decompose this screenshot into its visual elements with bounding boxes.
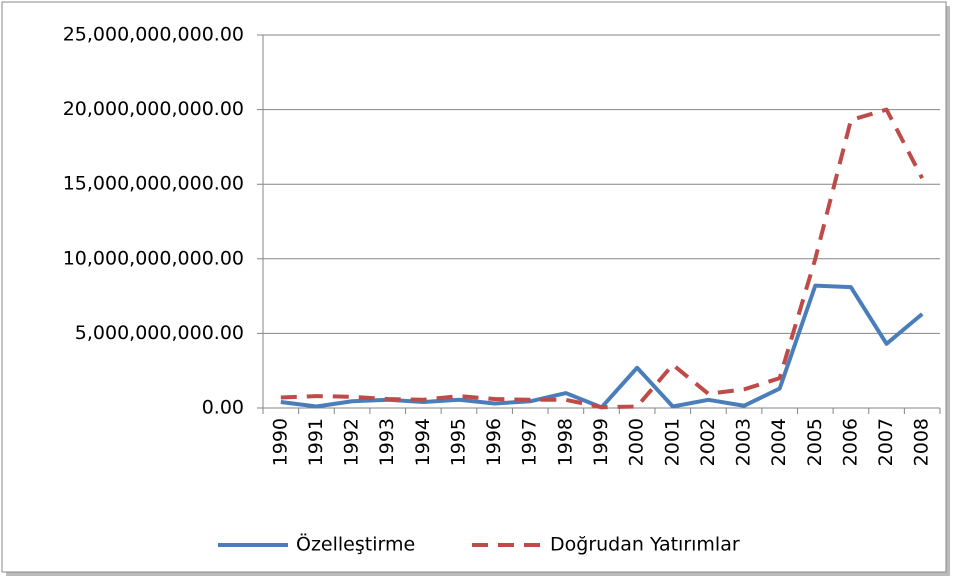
x-tick-label: 2008 <box>911 418 933 466</box>
x-tick-label: 1990 <box>269 418 291 466</box>
chart-frame <box>1 1 947 573</box>
x-tick-label: 2007 <box>875 418 897 466</box>
x-tick-label: 2003 <box>733 418 755 466</box>
x-tick-label: 2002 <box>697 418 719 466</box>
y-tick-label: 15,000,000,000.00 <box>63 173 244 195</box>
x-tick-label: 2000 <box>626 418 648 466</box>
x-tick-label: 1999 <box>590 418 612 466</box>
x-tick-label: 1995 <box>447 418 469 466</box>
x-tick-label: 2004 <box>768 418 790 466</box>
x-tick-label: 1993 <box>376 418 398 466</box>
y-tick-label: 10,000,000,000.00 <box>63 247 244 269</box>
x-tick-label: 1994 <box>412 418 434 466</box>
y-tick-label: 25,000,000,000.00 <box>63 24 244 46</box>
x-tick-label: 2001 <box>661 418 683 466</box>
x-tick-label: 1997 <box>519 418 541 466</box>
y-tick-label: 5,000,000,000.00 <box>75 322 244 344</box>
x-tick-label: 1996 <box>483 418 505 466</box>
legend-label: Özelleştirme <box>296 533 415 556</box>
x-tick-label: 1991 <box>305 418 327 466</box>
x-tick-label: 1992 <box>341 418 363 466</box>
x-tick-label: 1998 <box>554 418 576 466</box>
series-line <box>280 107 924 410</box>
x-tick-label: 2005 <box>804 418 826 466</box>
y-tick-label: 20,000,000,000.00 <box>63 98 244 120</box>
x-tick-label: 2006 <box>839 418 861 466</box>
y-tick-label: 0.00 <box>202 397 244 419</box>
legend-label: Doğrudan Yatırımlar <box>550 534 740 556</box>
